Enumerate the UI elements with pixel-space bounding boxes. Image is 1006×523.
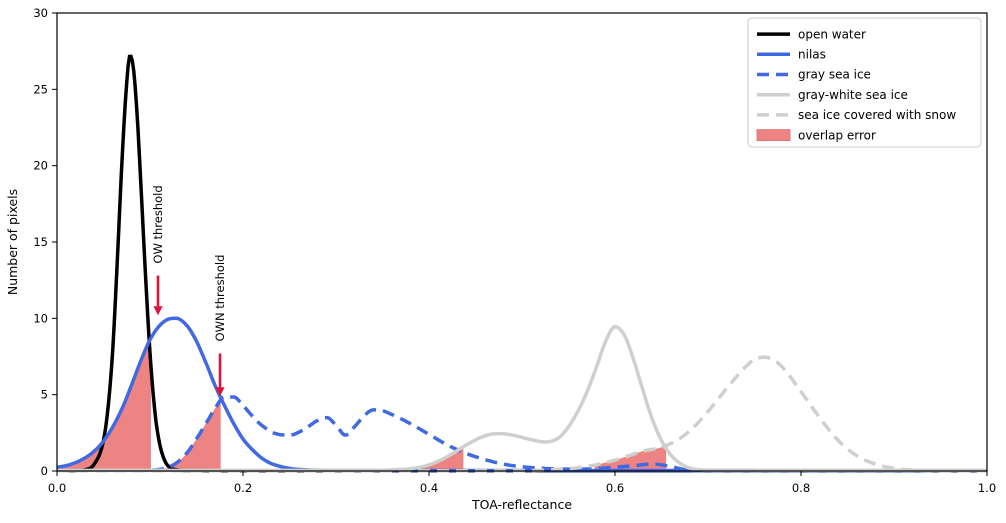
axes-spines [56,12,988,472]
sea-ice-covered-with-snow-label: sea ice covered with snow [798,108,956,122]
nilas-label: nilas [798,48,826,62]
x-axis-label: TOA-reflectance [471,497,572,512]
y-tick-label: 30 [33,6,48,20]
own-threshold-arrow-head [215,387,225,397]
annotations: OW threshold OWN threshold [151,185,227,397]
x-tick-label: 0.8 [792,481,810,495]
ow-threshold-label: OW threshold [151,185,165,263]
legend-entry-overlap-error: overlap error [756,128,876,142]
overlap-fill [415,446,464,471]
x-tick-label: 1.0 [978,481,996,495]
overlap-fill [161,399,221,471]
legend-entry-sea-ice-covered-with-snow: sea ice covered with snow [757,108,956,122]
legend-entry-open-water: open water [757,27,866,41]
y-tick-label: 0 [41,464,48,478]
y-tick-label: 5 [41,388,48,402]
axis-ticks: 0.0 0.2 0.4 0.6 0.8 1.0 0 5 10 15 20 25 30 [33,6,996,495]
x-tick-label: 0.4 [420,481,438,495]
y-tick-label: 15 [33,235,48,249]
legend-entry-nilas: nilas [757,48,826,62]
overlap-fill [57,338,151,471]
legend-entry-gray-sea-ice: gray sea ice [757,68,871,82]
x-tick-label: 0.6 [606,481,624,495]
gray-white-sea-ice-label: gray-white sea ice [798,88,908,102]
x-tick-label: 0.2 [234,481,252,495]
annotation-own-threshold: OWN threshold [213,255,227,397]
open-water-label: open water [798,27,866,41]
y-tick-label: 10 [33,311,48,325]
legend-box [747,17,982,148]
x-tick-label: 0.0 [48,481,66,495]
ow-threshold-arrow-head [153,306,163,316]
y-axis-label: Number of pixels [5,189,20,295]
y-tick-label: 20 [33,159,48,173]
y-tick-label: 25 [33,82,48,96]
legend: open water nilas gray sea ice gray-white se… [747,17,982,148]
gray-sea-ice-label: gray sea ice [798,68,871,82]
annotation-ow-threshold: OW threshold [151,185,165,316]
overlap-error-label: overlap error [798,128,876,142]
own-threshold-label: OWN threshold [213,255,227,342]
legend-entry-gray-white-sea-ice: gray-white sea ice [757,88,908,102]
overlap-error-swatch [756,129,791,142]
